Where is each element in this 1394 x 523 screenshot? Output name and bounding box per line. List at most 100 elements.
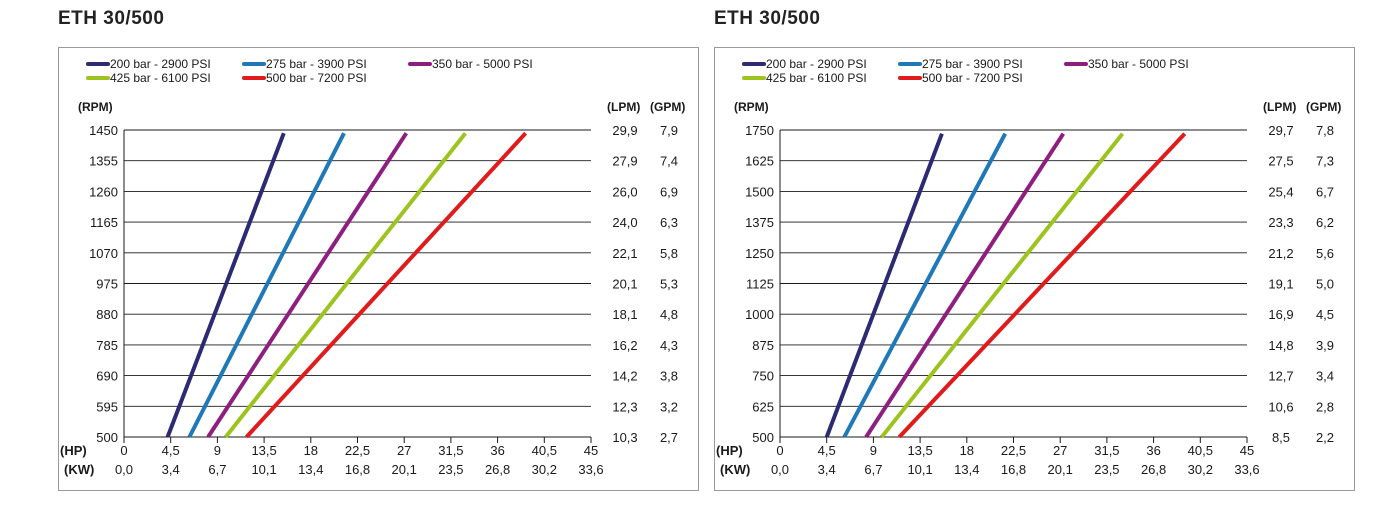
legend-entry: 500 bar - 7200 PSI (922, 71, 1023, 85)
chart-panel-left: ETH 30/500 200 bar - 2900 PSI 275 bar - 3… (58, 0, 718, 523)
rpm-tick-label: 1260 (89, 184, 118, 199)
gpm-tick-label: 2,7 (660, 430, 678, 445)
lpm-tick-label: 20,1 (612, 277, 637, 292)
hp-tick-label: 4,5 (162, 443, 180, 458)
x-axis-label-hp: (HP) (60, 443, 87, 458)
hp-tick-label: 18 (960, 443, 974, 458)
y-axis-label-lpm: (LPM) (607, 100, 640, 114)
series-line (824, 132, 944, 438)
legend-entry: 275 bar - 3900 PSI (266, 57, 367, 71)
series-line (880, 132, 1125, 439)
series-line (245, 131, 528, 439)
rpm-tick-label: 785 (96, 338, 118, 353)
gpm-tick-label: 4,5 (1316, 307, 1334, 322)
gpm-tick-label: 6,3 (660, 215, 678, 230)
kw-tick-label: 33,6 (1234, 462, 1259, 477)
hp-tick-label: 36 (1146, 443, 1160, 458)
x-axis-label-kw: (KW) (64, 462, 94, 477)
hp-tick-label: 31,5 (438, 443, 463, 458)
rpm-tick-label: 1125 (746, 277, 774, 292)
kw-tick-label: 33,6 (578, 462, 603, 477)
rpm-tick-label: 1500 (745, 184, 774, 199)
gpm-tick-label: 5,3 (660, 277, 678, 292)
lpm-tick-label: 14,8 (1268, 338, 1293, 353)
rpm-tick-label: 880 (96, 307, 118, 322)
hp-tick-label: 36 (490, 443, 504, 458)
hp-tick-label: 13,5 (907, 443, 932, 458)
chart-frame (58, 47, 699, 491)
kw-tick-label: 0,0 (771, 462, 789, 477)
legend-entry: 425 bar - 6100 PSI (110, 71, 211, 85)
rpm-tick-label: 1375 (745, 215, 774, 230)
hp-tick-label: 0 (776, 443, 783, 458)
chart-svg-left: 200 bar - 2900 PSI 275 bar - 3900 PSI 350 … (58, 47, 699, 491)
lpm-tick-label: 19,1 (1268, 277, 1293, 292)
lpm-tick-label: 10,6 (1268, 399, 1293, 414)
legend-entry: 200 bar - 2900 PSI (110, 57, 211, 71)
x-axis-label-kw: (KW) (720, 462, 750, 477)
kw-tick-label: 20,1 (392, 462, 417, 477)
hp-tick-label: 13,5 (251, 443, 276, 458)
rpm-tick-label: 1250 (745, 246, 774, 261)
hp-tick-label: 9 (870, 443, 877, 458)
chart-svg-right: 200 bar - 2900 PSI 275 bar - 3900 PSI 350 … (714, 47, 1355, 491)
hp-tick-label: 22,5 (345, 443, 370, 458)
series-line (187, 132, 346, 438)
hp-tick-label: 4,5 (818, 443, 836, 458)
kw-tick-label: 6,7 (864, 462, 882, 477)
lpm-tick-label: 18,1 (612, 307, 637, 322)
hp-tick-label: 27 (397, 443, 411, 458)
hp-tick-label: 22,5 (1001, 443, 1026, 458)
legend-entry: 275 bar - 3900 PSI (922, 57, 1023, 71)
y-axis-label-lpm: (LPM) (1263, 100, 1296, 114)
y-axis-label-gpm: (GPM) (650, 100, 685, 114)
rpm-tick-label: 1000 (745, 307, 774, 322)
rpm-tick-label: 625 (752, 399, 774, 414)
rpm-tick-label: 1625 (745, 154, 774, 169)
lpm-tick-label: 25,4 (1268, 184, 1293, 199)
lpm-tick-label: 16,9 (1268, 307, 1293, 322)
hp-tick-label: 18 (304, 443, 318, 458)
lpm-tick-label: 16,2 (612, 338, 637, 353)
lpm-tick-label: 22,1 (612, 246, 637, 261)
gpm-tick-label: 4,8 (660, 307, 678, 322)
gpm-tick-label: 2,8 (1316, 399, 1334, 414)
rpm-tick-label: 1165 (90, 215, 118, 230)
lpm-tick-label: 23,3 (1268, 215, 1293, 230)
kw-tick-label: 23,5 (1094, 462, 1119, 477)
legend-entry: 350 bar - 5000 PSI (432, 57, 533, 71)
rpm-tick-label: 875 (752, 338, 774, 353)
rpm-tick-label: 690 (96, 369, 118, 384)
kw-tick-label: 0,0 (115, 462, 133, 477)
kw-tick-label: 20,1 (1048, 462, 1073, 477)
lpm-tick-label: 12,3 (612, 399, 637, 414)
gpm-tick-label: 3,8 (660, 369, 678, 384)
hp-tick-label: 45 (584, 443, 598, 458)
gpm-tick-label: 2,2 (1316, 430, 1334, 445)
kw-tick-label: 13,4 (954, 462, 979, 477)
series-line (897, 132, 1187, 439)
chart-title: ETH 30/500 (714, 8, 821, 29)
hp-tick-label: 0 (120, 443, 127, 458)
kw-tick-label: 10,1 (907, 462, 932, 477)
lpm-tick-label: 24,0 (612, 215, 637, 230)
hp-tick-label: 40,5 (532, 443, 557, 458)
gpm-tick-label: 5,6 (1316, 246, 1334, 261)
series-line (842, 132, 1007, 438)
kw-tick-label: 30,2 (532, 462, 557, 477)
lpm-tick-label: 8,5 (1272, 430, 1290, 445)
gpm-tick-label: 5,0 (1316, 277, 1334, 292)
rpm-tick-label: 750 (752, 369, 774, 384)
series-line (206, 132, 408, 439)
rpm-tick-label: 975 (96, 277, 118, 292)
series-line (864, 132, 1065, 439)
rpm-tick-label: 595 (96, 399, 118, 414)
legend-entry: 425 bar - 6100 PSI (766, 71, 867, 85)
hp-tick-label: 45 (1240, 443, 1254, 458)
y-axis-label-rpm: (RPM) (734, 100, 769, 114)
series-line (165, 132, 286, 438)
legend-entry: 350 bar - 5000 PSI (1088, 57, 1189, 71)
kw-tick-label: 6,7 (208, 462, 226, 477)
legend-entry: 500 bar - 7200 PSI (266, 71, 367, 85)
hp-tick-label: 31,5 (1094, 443, 1119, 458)
